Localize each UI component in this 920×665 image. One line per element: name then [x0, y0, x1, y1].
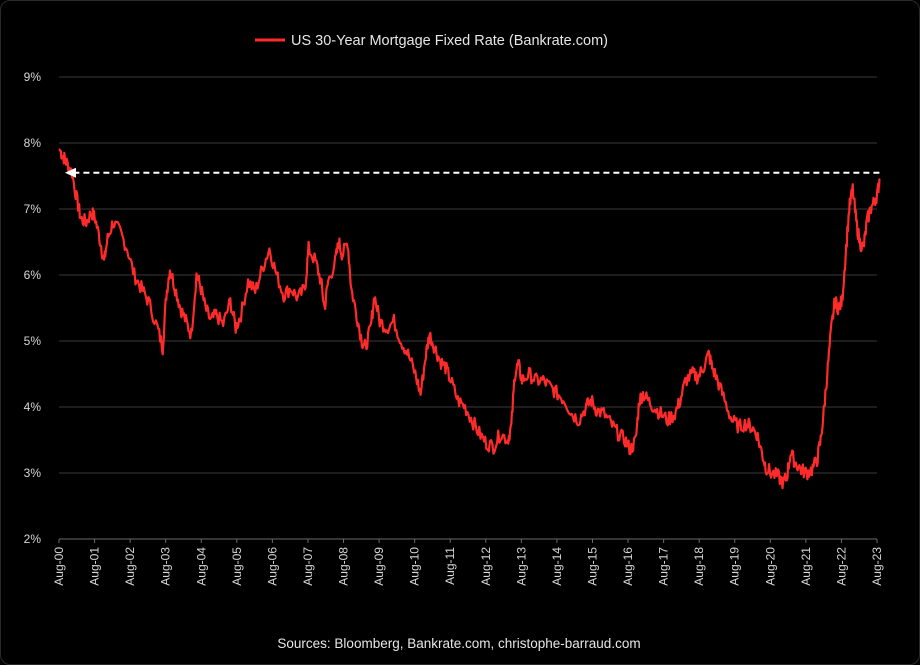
series-layer	[58, 148, 881, 490]
x-tick-label: Aug-12	[479, 547, 493, 586]
source-note: Sources: Bloomberg, Bankrate.com, christ…	[277, 636, 640, 651]
x-tick-label: Aug-08	[337, 547, 351, 586]
x-tick-label: Aug-11	[443, 547, 457, 585]
y-tick-label: 6%	[24, 268, 42, 282]
x-tick-label: Aug-18	[692, 547, 706, 586]
y-tick-label: 2%	[24, 532, 42, 546]
y-axis-labels: 2% 3% 4% 5% 6% 7% 8% 9%	[24, 70, 42, 546]
x-tick-label: Aug-07	[301, 547, 315, 586]
series-line	[58, 148, 881, 490]
x-tick-label: Aug-00	[52, 547, 66, 586]
x-tick-label: Aug-14	[550, 547, 564, 586]
y-tick-label: 7%	[24, 202, 42, 216]
x-tick-label: Aug-09	[372, 547, 386, 586]
x-tick-label: Aug-04	[194, 547, 208, 586]
x-tick-label: Aug-13	[514, 547, 528, 586]
x-tick-label: Aug-17	[657, 547, 671, 586]
y-tick-label: 9%	[24, 70, 42, 84]
x-tick-label: Aug-10	[408, 547, 422, 586]
x-tick-label: Aug-05	[230, 547, 244, 586]
x-tick-label: Aug-21	[799, 547, 813, 586]
y-tick-label: 4%	[24, 400, 42, 414]
x-tick-label: Aug-03	[159, 547, 173, 586]
x-tick-label: Aug-02	[123, 547, 137, 586]
arrowhead	[64, 167, 76, 178]
x-tick-label: Aug-01	[88, 547, 102, 586]
x-tick-label: Aug-20	[763, 547, 777, 586]
x-tick-label: Aug-16	[621, 547, 635, 586]
x-tick-label: Aug-23	[870, 547, 884, 586]
x-axis-labels: Aug-00 Aug-01 Aug-02 Aug-03 Aug-04 Aug-05 Aug-…	[52, 539, 884, 586]
annotation-layer	[64, 167, 880, 178]
legend: US 30-Year Mortgage Fixed Rate (Bankrate…	[255, 33, 608, 49]
x-tick-label: Aug-22	[834, 547, 848, 586]
x-tick-label: Aug-19	[728, 547, 742, 586]
x-tick-label: Aug-06	[265, 547, 279, 586]
y-tick-label: 5%	[24, 334, 42, 348]
x-tick-label: Aug-15	[585, 547, 599, 586]
legend-label: US 30-Year Mortgage Fixed Rate (Bankrate…	[291, 33, 608, 49]
y-tick-label: 3%	[24, 466, 42, 480]
y-tick-label: 8%	[24, 136, 42, 150]
